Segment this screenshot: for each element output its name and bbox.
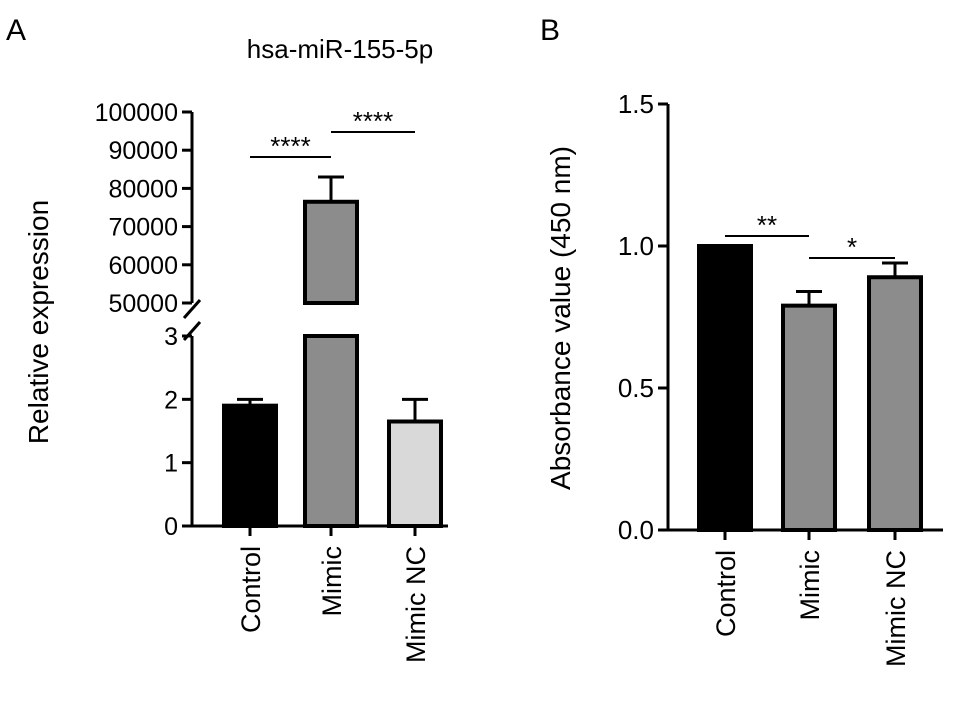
panel-a-bar-mimic-lower — [303, 334, 359, 528]
panel-b: B Absorbance value (450 nm) 0.0 0.5 1.0 1.5… — [540, 14, 943, 667]
panel-a-bars — [222, 175, 443, 528]
panel-b-y-tick-label-1-5: 1.5 — [618, 89, 654, 119]
panel-a-bar-mimic-nc — [387, 419, 443, 528]
panel-b-bar-mimic-nc — [867, 275, 923, 532]
panel-a-y-tick-label-90000: 90000 — [108, 137, 178, 165]
panel-b-y-tick-label-0-0: 0.0 — [618, 515, 654, 545]
panel-b-label: B — [540, 14, 560, 47]
panel-a-bar-mimic — [303, 199, 359, 306]
panel-a-significance-label-1: **** — [270, 131, 310, 161]
panel-b-bar-mimic — [781, 303, 837, 533]
panel-b-bars — [697, 244, 923, 533]
panel-b-x-tick-label-mimic: Mimic — [795, 550, 825, 620]
panel-b-ticks: 0.0 0.5 1.0 1.5 Control Mimic Mimic NC — [618, 89, 911, 667]
panel-a-y-tick-label-70000: 70000 — [108, 214, 178, 242]
panel-b-y-tick-label-0-5: 0.5 — [618, 373, 654, 403]
panel-a-y-tick-label-50000: 50000 — [108, 290, 178, 318]
panel-a-bar-control — [222, 403, 278, 528]
panel-a: A hsa-miR-155-5p Relative expression 0 1 2… — [6, 14, 448, 663]
panel-a-y-tick-label-0: 0 — [164, 513, 178, 541]
panel-b-y-tick-label-1-0: 1.0 — [618, 231, 654, 261]
panel-b-significance-label-1: ** — [757, 210, 777, 240]
panel-a-y-tick-label-80000: 80000 — [108, 175, 178, 203]
panel-a-y-tick-label-2: 2 — [164, 386, 178, 414]
panel-a-x-tick-label-control: Control — [236, 546, 266, 633]
panel-a-label: A — [6, 14, 26, 47]
panel-a-y-axis-label: Relative expression — [23, 200, 54, 444]
panel-a-axis-break-mark-upper — [182, 299, 202, 319]
panel-a-significance-label-2: **** — [353, 106, 393, 136]
panel-b-x-tick-label-mimic-nc: Mimic NC — [881, 550, 911, 667]
panel-b-significance: *** — [725, 210, 895, 262]
panel-b-y-axis-label: Absorbance value (450 nm) — [545, 146, 576, 490]
panel-b-significance-label-2: * — [847, 232, 857, 262]
panel-a-y-tick-label-100000: 100000 — [95, 99, 178, 127]
panel-b-x-tick-label-control: Control — [711, 550, 741, 637]
panel-a-y-tick-label-60000: 60000 — [108, 252, 178, 280]
panel-a-title: hsa-miR-155-5p — [247, 34, 433, 64]
panel-a-ticks: 0 1 2 3 50000 60000 70000 80000 90000 100000 Contr… — [95, 99, 431, 663]
panel-a-x-tick-label-mimic: Mimic — [317, 546, 347, 616]
panel-a-significance: **** **** — [250, 106, 415, 161]
panel-a-x-tick-label-mimic-nc: Mimic NC — [401, 546, 431, 663]
panel-a-y-tick-label-1: 1 — [164, 450, 178, 478]
panel-b-bar-control — [697, 244, 753, 532]
panel-a-y-tick-label-3: 3 — [164, 323, 178, 351]
